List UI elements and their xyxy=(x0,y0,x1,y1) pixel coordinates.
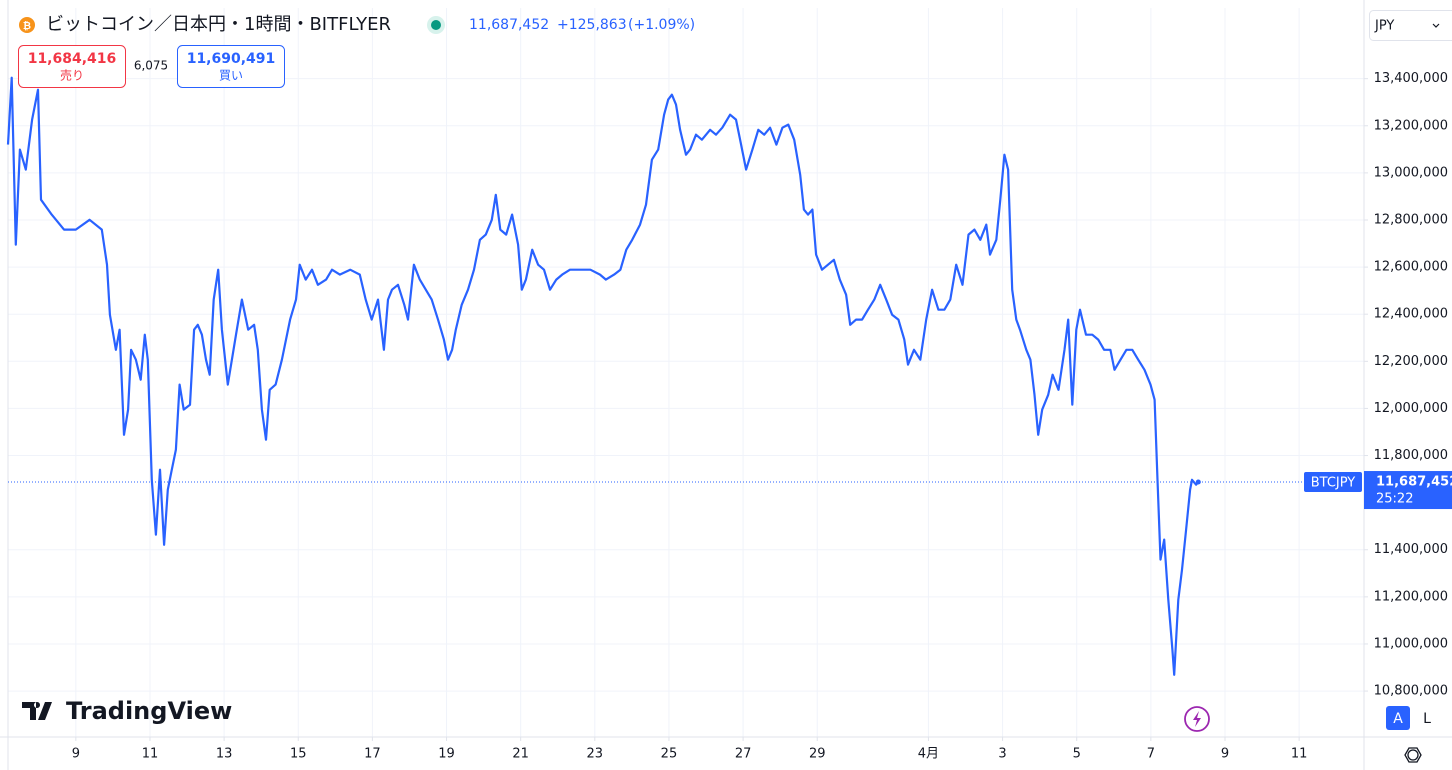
countdown: 25:22 xyxy=(1376,492,1413,507)
plot: BTCJPY 11,687,452 25:22 xyxy=(6,76,1452,676)
coin-icon xyxy=(19,17,35,33)
y-tick-label: 13,000,000 xyxy=(1374,165,1448,180)
y-tick-label: 11,200,000 xyxy=(1374,589,1448,604)
status-dot xyxy=(431,20,441,30)
buy-button[interactable] xyxy=(177,45,285,88)
y-tick-label: 13,400,000 xyxy=(1374,71,1448,86)
x-tick-label: 3 xyxy=(998,747,1006,762)
x-tick-label: 29 xyxy=(809,747,826,762)
buy-price[interactable]: 11,690,491 xyxy=(187,51,276,67)
y-tick-label: 12,000,000 xyxy=(1374,401,1448,416)
grid xyxy=(8,8,1364,737)
x-tick-label: 5 xyxy=(1073,747,1081,762)
brand-logo xyxy=(22,702,52,720)
y-tick-label: 12,400,000 xyxy=(1374,307,1448,322)
dropdown-caret xyxy=(1432,23,1440,28)
brand-name: TradingView xyxy=(66,697,232,725)
symbol-tag-label: BTCJPY xyxy=(1311,476,1356,491)
event-bolt xyxy=(1193,711,1201,727)
sell-label[interactable]: 売り xyxy=(60,68,84,83)
y-tick-label: 12,200,000 xyxy=(1374,354,1448,369)
log-scale-label[interactable]: L xyxy=(1423,711,1431,727)
settings-icon-outer xyxy=(1404,747,1422,763)
x-tick-label: 11 xyxy=(142,747,159,762)
y-tick-label: 11,000,000 xyxy=(1374,636,1448,651)
x-tick-label: 13 xyxy=(216,747,233,762)
price-tag-label: 11,687,452 xyxy=(1376,475,1452,490)
y-tick-label: 10,800,000 xyxy=(1374,684,1448,699)
x-tick-label: 25 xyxy=(661,747,678,762)
last-point xyxy=(1195,479,1201,485)
spread: 6,075 xyxy=(134,59,168,73)
x-tick-label: 4月 xyxy=(918,747,939,762)
price-line xyxy=(6,76,1200,676)
symbol-title: ビットコイン／日本円・1時間・BITFLYER xyxy=(46,14,391,35)
x-tick-label: 27 xyxy=(735,747,752,762)
y-tick-label: 12,800,000 xyxy=(1374,212,1448,227)
x-tick-label: 9 xyxy=(72,747,80,762)
x-tick-label: 23 xyxy=(587,747,604,762)
currency-select[interactable] xyxy=(1369,10,1452,41)
coin-icon-glyph: ₿ xyxy=(23,20,31,32)
y-tick-label: 11,800,000 xyxy=(1374,448,1448,463)
auto-scale-label[interactable]: A xyxy=(1393,711,1403,727)
currency[interactable]: JPY xyxy=(1374,19,1394,34)
sell-price[interactable]: 11,684,416 xyxy=(28,51,117,67)
settings-icon[interactable] xyxy=(1407,749,1419,761)
y-tick-label: 12,600,000 xyxy=(1374,260,1448,275)
x-tick-label: 17 xyxy=(364,747,381,762)
price-tag xyxy=(1364,471,1452,510)
x-tick-label: 21 xyxy=(512,747,529,762)
x-tick-label: 7 xyxy=(1147,747,1155,762)
sell-button[interactable] xyxy=(18,45,126,88)
x-tick-label: 11 xyxy=(1291,747,1308,762)
axes: 10,800,000 11,000,000 11,200,000 11,400,000… xyxy=(72,71,1448,761)
y-tick-label: 13,200,000 xyxy=(1374,118,1448,133)
auto-scale-button[interactable] xyxy=(1386,706,1410,730)
last-price: 11,687,452 xyxy=(469,17,549,33)
x-tick-label: 9 xyxy=(1221,747,1229,762)
symbol-tag xyxy=(1304,472,1362,493)
x-tick-label: 15 xyxy=(290,747,307,762)
price-change: +125,863 xyxy=(557,17,627,33)
buy-label[interactable]: 買い xyxy=(219,69,243,83)
x-tick-label: 19 xyxy=(438,747,455,762)
y-tick-label: 11,400,000 xyxy=(1374,542,1448,557)
price-change-pct: (+1.09%) xyxy=(628,17,695,33)
